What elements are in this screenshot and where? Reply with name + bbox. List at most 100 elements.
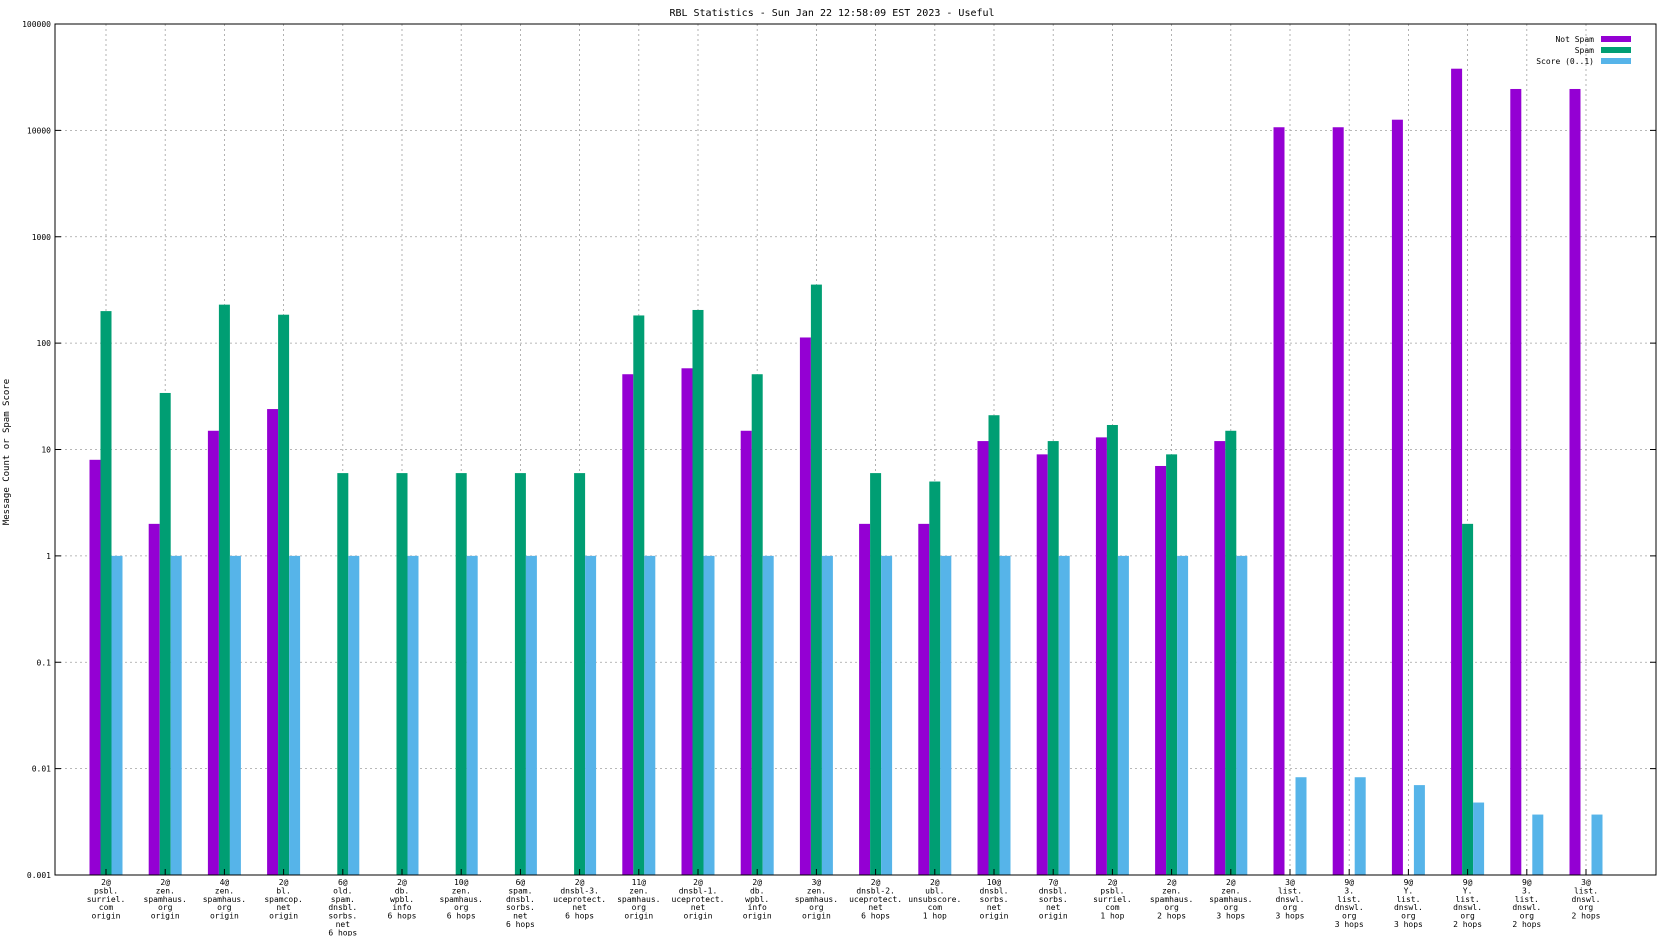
- x-tick-label: net: [572, 903, 587, 912]
- x-tick-label: zen.: [807, 886, 826, 895]
- x-tick-label: 2@: [1226, 878, 1236, 887]
- x-tick-label: spamhaus.: [203, 895, 246, 904]
- x-tick-label: 6@: [516, 878, 526, 887]
- x-tick-label: com: [99, 903, 114, 912]
- x-tick-label: dnsbl.: [506, 895, 535, 904]
- x-tick-label: origin: [624, 912, 653, 921]
- bar-spam: [396, 473, 408, 875]
- x-tick-label: dnsbl.: [1039, 886, 1068, 895]
- bar-score-0-1: [1236, 555, 1248, 875]
- x-tick-label: 6 hops: [447, 912, 476, 921]
- y-tick-label: 0.001: [27, 871, 51, 880]
- x-tick-label: 3 hops: [1276, 912, 1305, 921]
- bar-not-spam: [207, 430, 219, 875]
- bar-score-0-1: [1117, 555, 1129, 875]
- y-tick-label: 0.1: [37, 658, 52, 667]
- bar-not-spam: [1510, 88, 1522, 875]
- x-tick-label: 2 hops: [1572, 912, 1601, 921]
- x-tick-label: zen.: [1221, 886, 1240, 895]
- x-tick-label: net: [691, 903, 706, 912]
- x-tick-label: list.: [1574, 886, 1598, 895]
- x-tick-label: 6 hops: [328, 928, 357, 936]
- bar-not-spam: [622, 374, 634, 875]
- y-tick-label: 100000: [22, 20, 51, 29]
- legend-swatch: [1601, 36, 1631, 42]
- x-tick-label: net: [1046, 903, 1061, 912]
- x-tick-label: unsubscore.: [908, 895, 961, 904]
- y-tick-label: 100: [37, 339, 52, 348]
- x-tick-label: psbl.: [1100, 886, 1124, 895]
- x-tick-label: dnsbl-2.: [856, 886, 895, 895]
- plot-border: [54, 23, 1657, 876]
- chart-title: RBL Statistics - Sun Jan 22 12:58:09 EST…: [669, 8, 994, 19]
- x-tick-label: 3@: [1285, 878, 1295, 887]
- x-tick-label: 2@: [397, 878, 407, 887]
- bar-score-0-1: [1058, 555, 1070, 875]
- bar-spam: [159, 392, 171, 875]
- x-tick-label: 2@: [752, 878, 762, 887]
- bar-not-spam: [1273, 127, 1285, 876]
- x-tick-label: ubl.: [925, 886, 944, 895]
- x-tick-label: 3 hops: [1394, 920, 1423, 929]
- x-tick-label: Y.: [1404, 886, 1414, 895]
- x-tick-label: net: [276, 903, 291, 912]
- bar-spam: [1106, 424, 1118, 875]
- y-tick-label: 1000: [32, 233, 51, 242]
- bar-score-0-1: [466, 555, 478, 875]
- x-tick-label: list.: [1278, 886, 1302, 895]
- x-tick-label: 2@: [160, 878, 170, 887]
- x-tick-label: 3 hops: [1335, 920, 1364, 929]
- x-tick-label: db.: [750, 886, 764, 895]
- x-tick-label: surriel.: [1093, 895, 1132, 904]
- x-tick-label: org: [809, 903, 824, 912]
- y-tick-label: 10000: [27, 126, 51, 135]
- x-tick-label: 4@: [220, 878, 230, 887]
- x-tick-label: origin: [684, 912, 713, 921]
- x-tick-label: 2@: [279, 878, 289, 887]
- x-tick-label: 2@: [693, 878, 703, 887]
- x-tick-label: spamhaus.: [795, 895, 838, 904]
- x-tick-label: spamhaus.: [440, 895, 483, 904]
- x-tick-label: dnswl.: [1394, 903, 1423, 912]
- axes: 0.0010.010.11101001000100001000002@psbl.…: [22, 20, 1657, 936]
- legend: Not Spam Spam Score (0..1): [1536, 35, 1631, 66]
- x-tick-label: sorbs.: [980, 895, 1009, 904]
- x-tick-label: zen.: [1162, 886, 1181, 895]
- x-tick-label: dnswl.: [1276, 895, 1305, 904]
- y-tick-label: 0.01: [32, 765, 51, 774]
- x-tick-label: psbl.: [94, 886, 118, 895]
- bar-spam: [988, 415, 1000, 875]
- x-tick-label: origin: [151, 912, 180, 921]
- bar-spam: [1047, 441, 1059, 875]
- bar-score-0-1: [289, 555, 301, 875]
- bar-score-0-1: [821, 555, 833, 875]
- x-tick-label: net: [987, 903, 1002, 912]
- x-tick-label: com: [928, 903, 943, 912]
- x-tick-label: spamhaus.: [617, 895, 660, 904]
- x-tick-label: org: [1342, 912, 1357, 921]
- bar-not-spam: [267, 409, 279, 875]
- bar-spam: [574, 473, 586, 875]
- y-axis-label: Message Count or Spam Score: [2, 379, 12, 525]
- bar-score-0-1: [881, 555, 893, 875]
- x-tick-label: org: [1520, 912, 1535, 921]
- bar-score-0-1: [1354, 777, 1366, 875]
- x-tick-label: list.: [1396, 895, 1420, 904]
- bar-score-0-1: [1177, 555, 1189, 875]
- bar-spam: [100, 311, 112, 876]
- x-tick-label: dnsbl-1.: [679, 886, 718, 895]
- bar-not-spam: [1155, 465, 1167, 875]
- bar-not-spam: [918, 523, 930, 875]
- bar-score-0-1: [940, 555, 952, 875]
- bar-score-0-1: [585, 555, 597, 875]
- x-tick-label: com: [1105, 903, 1120, 912]
- x-tick-label: zen.: [156, 886, 175, 895]
- x-tick-label: 3@: [1581, 878, 1591, 887]
- bar-spam: [1462, 523, 1474, 875]
- bar-spam: [929, 481, 941, 875]
- x-tick-label: spamcop.: [264, 895, 303, 904]
- bar-score-0-1: [762, 555, 774, 875]
- bar-score-0-1: [407, 555, 419, 875]
- x-tick-label: origin: [269, 912, 298, 921]
